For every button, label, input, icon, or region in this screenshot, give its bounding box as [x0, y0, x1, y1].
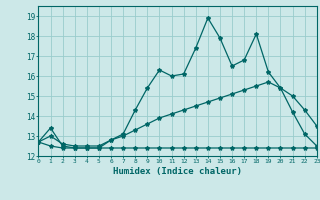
X-axis label: Humidex (Indice chaleur): Humidex (Indice chaleur) — [113, 167, 242, 176]
